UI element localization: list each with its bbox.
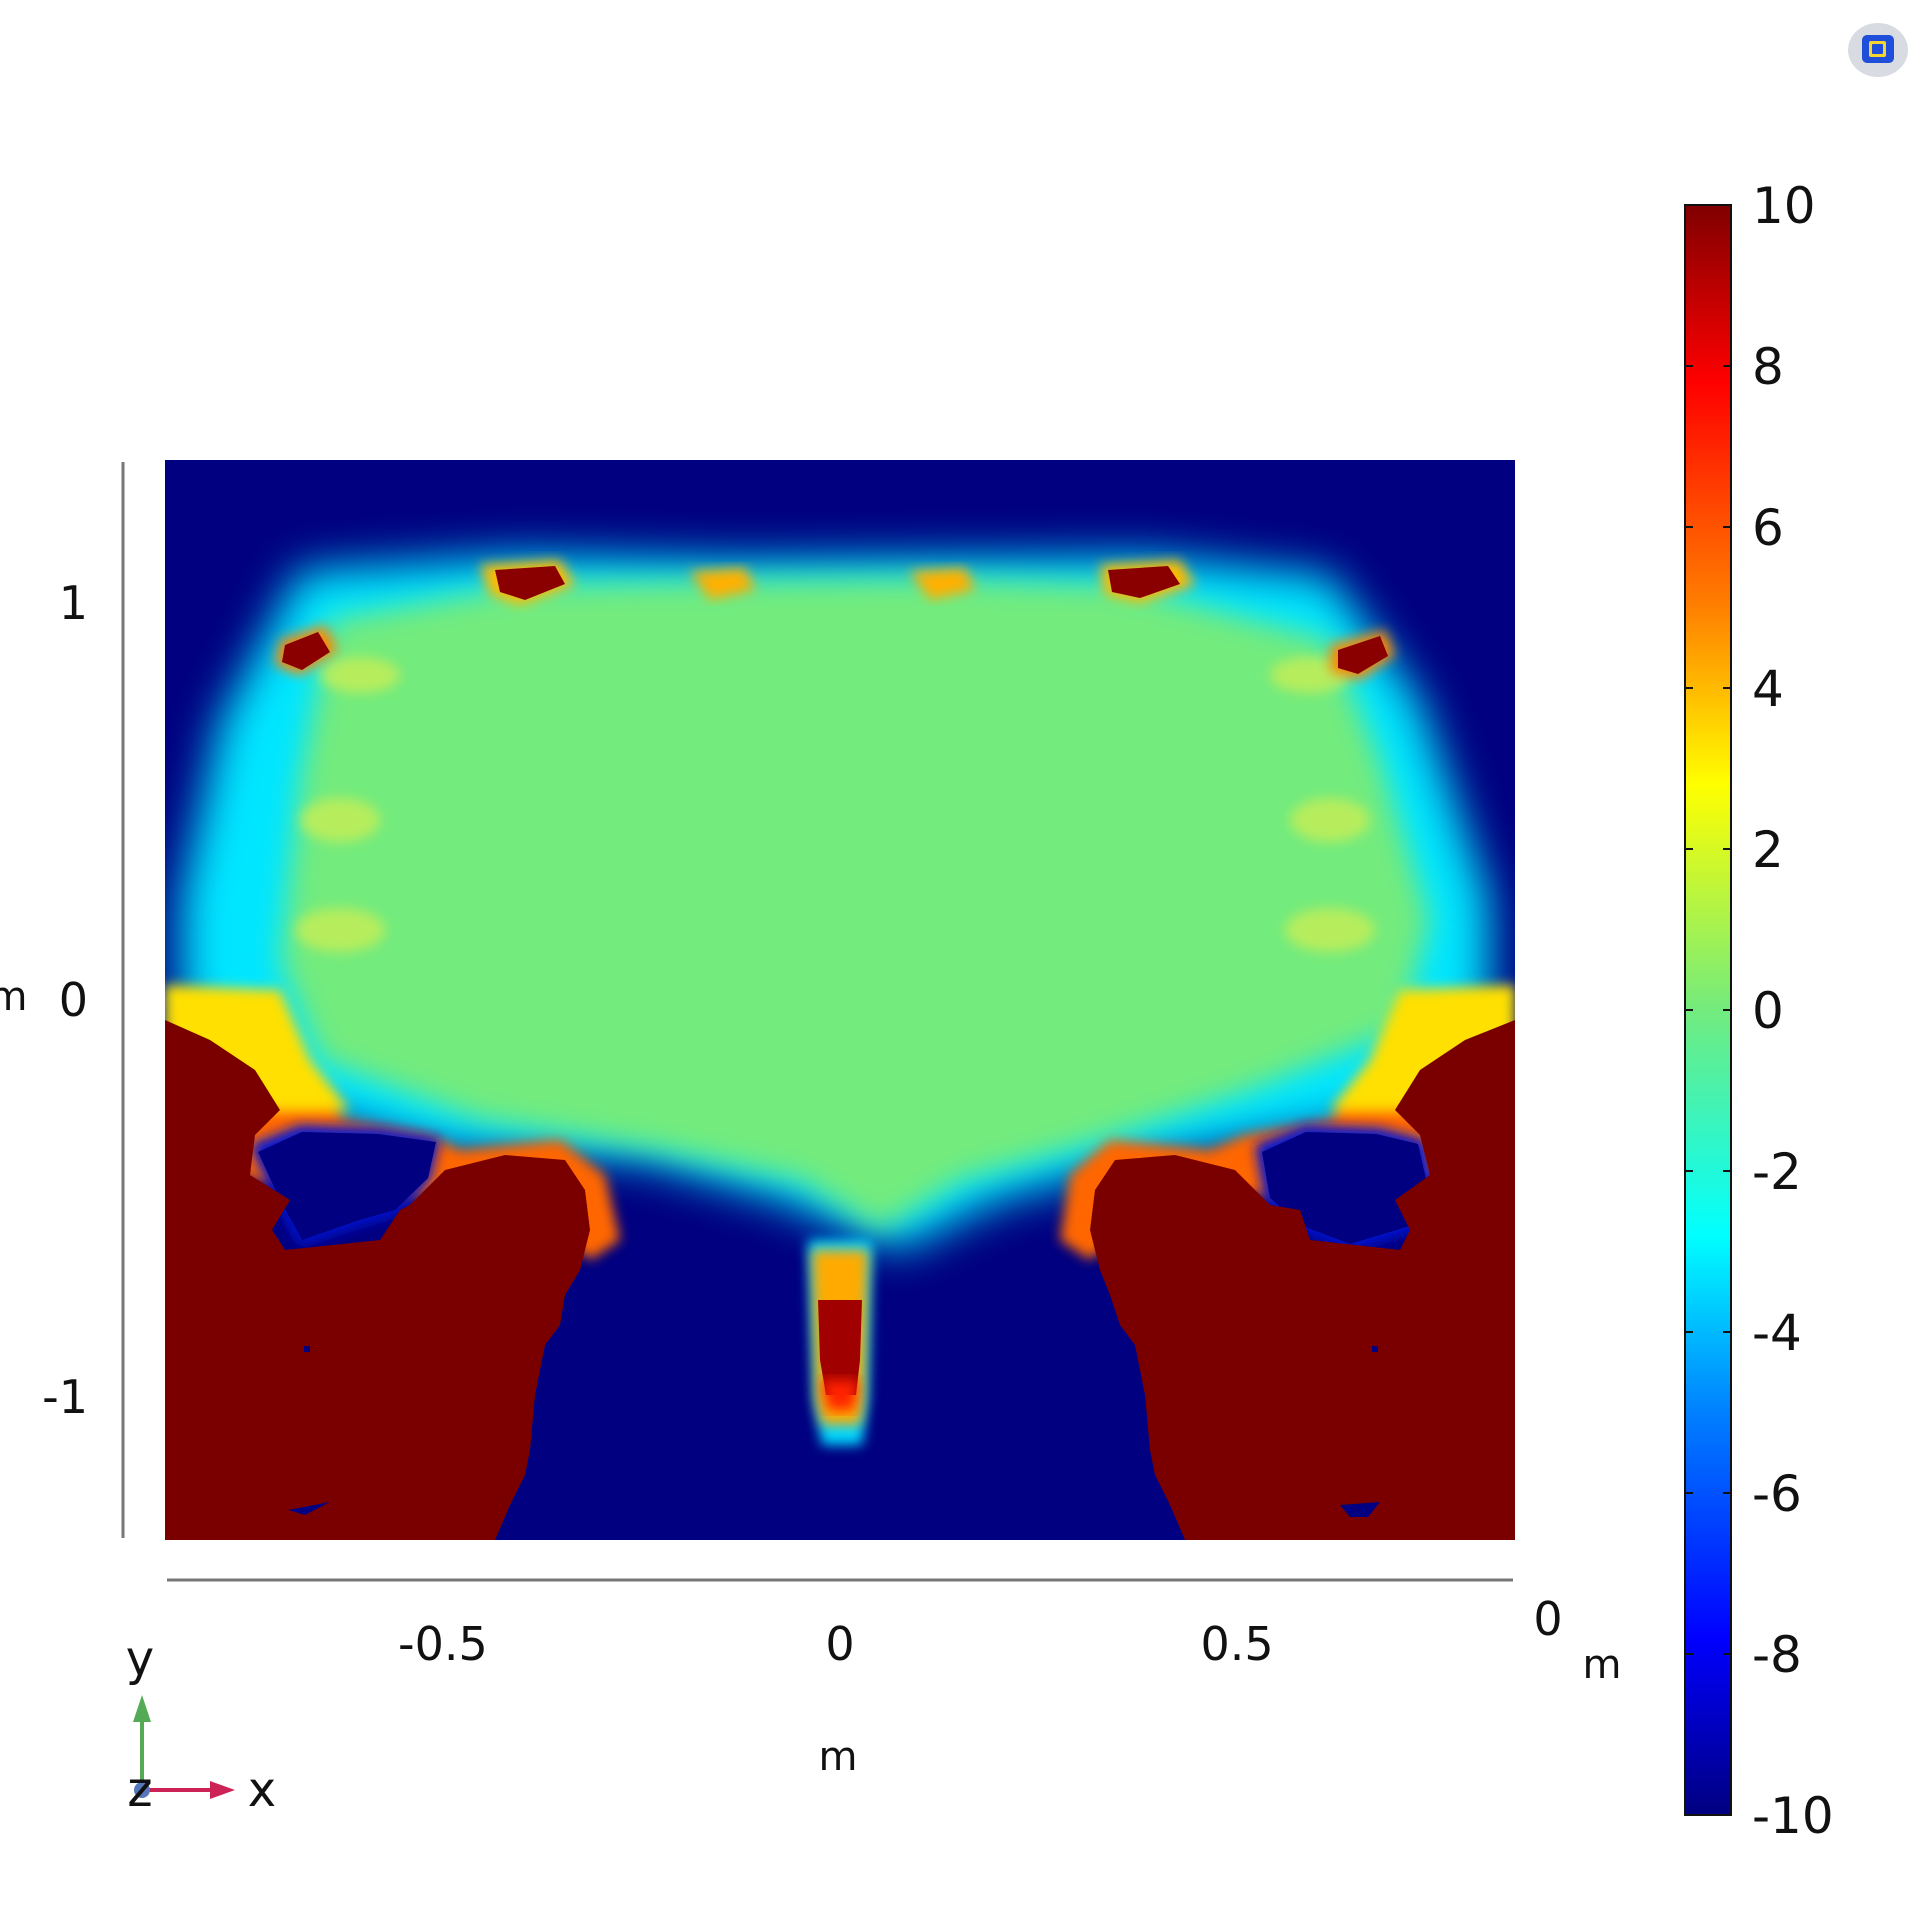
axes-triad: y z x: [126, 1631, 276, 1818]
colorbar-tick-label: 10: [1752, 177, 1816, 235]
triad-x-label: x: [248, 1762, 276, 1818]
center-spike: [808, 1240, 872, 1445]
colorbar-tick-label: 6: [1752, 499, 1784, 557]
x-tick-label: 0.5: [1200, 1617, 1273, 1671]
colorbar-tick-label: 0: [1752, 982, 1784, 1040]
y-unit-label: m: [0, 974, 27, 1020]
x-edge-tick-label: 0: [1533, 1592, 1562, 1646]
colorbar-tick-label: -6: [1752, 1465, 1802, 1523]
colorbar-tick-label: -2: [1752, 1143, 1802, 1201]
y-tick-label: -1: [42, 1370, 88, 1424]
lower-left-block: [165, 1020, 590, 1540]
colorbar-tick-label: -4: [1752, 1304, 1802, 1362]
top-hotspots: [275, 560, 1395, 680]
colorbar-tick-label: 8: [1752, 338, 1784, 396]
x-unit-label: m: [819, 1734, 858, 1780]
x-tick-labels: -0.5 0 0.5: [398, 1617, 1274, 1671]
heatmap-field: [165, 460, 1515, 1540]
colorbar-tick-label: 2: [1752, 821, 1784, 879]
x-tick-label: -0.5: [398, 1617, 488, 1671]
specks: [288, 1346, 1380, 1517]
graphics-window-icon[interactable]: [1848, 23, 1908, 77]
x-edge-unit-label: m: [1583, 1642, 1622, 1688]
side-bands: [295, 657, 1375, 952]
colorbar-tick-label: 4: [1752, 660, 1784, 718]
y-tick-labels: 1 0 -1: [42, 576, 88, 1424]
axes: -0.5 0 0.5 1 0 -1 0 m m m: [0, 462, 1621, 1780]
triad-y-label: y: [126, 1631, 154, 1687]
interior-region: [280, 578, 1430, 1230]
y-tick-label: 1: [59, 576, 88, 630]
y-tick-label: 0: [59, 973, 88, 1027]
colorbar: 10 8 6 4 2 0 -2 -4 -6 -8 -10: [1684, 177, 1834, 1845]
triad-z-label: z: [127, 1762, 152, 1818]
x-tick-label: 0: [825, 1617, 854, 1671]
colorbar-ticks: 10 8 6 4 2 0 -2 -4 -6 -8 -10: [1685, 177, 1834, 1845]
colorbar-tick-label: -8: [1752, 1626, 1802, 1684]
lower-right-block: [1090, 1020, 1515, 1540]
colorbar-tick-label: -10: [1752, 1787, 1834, 1845]
